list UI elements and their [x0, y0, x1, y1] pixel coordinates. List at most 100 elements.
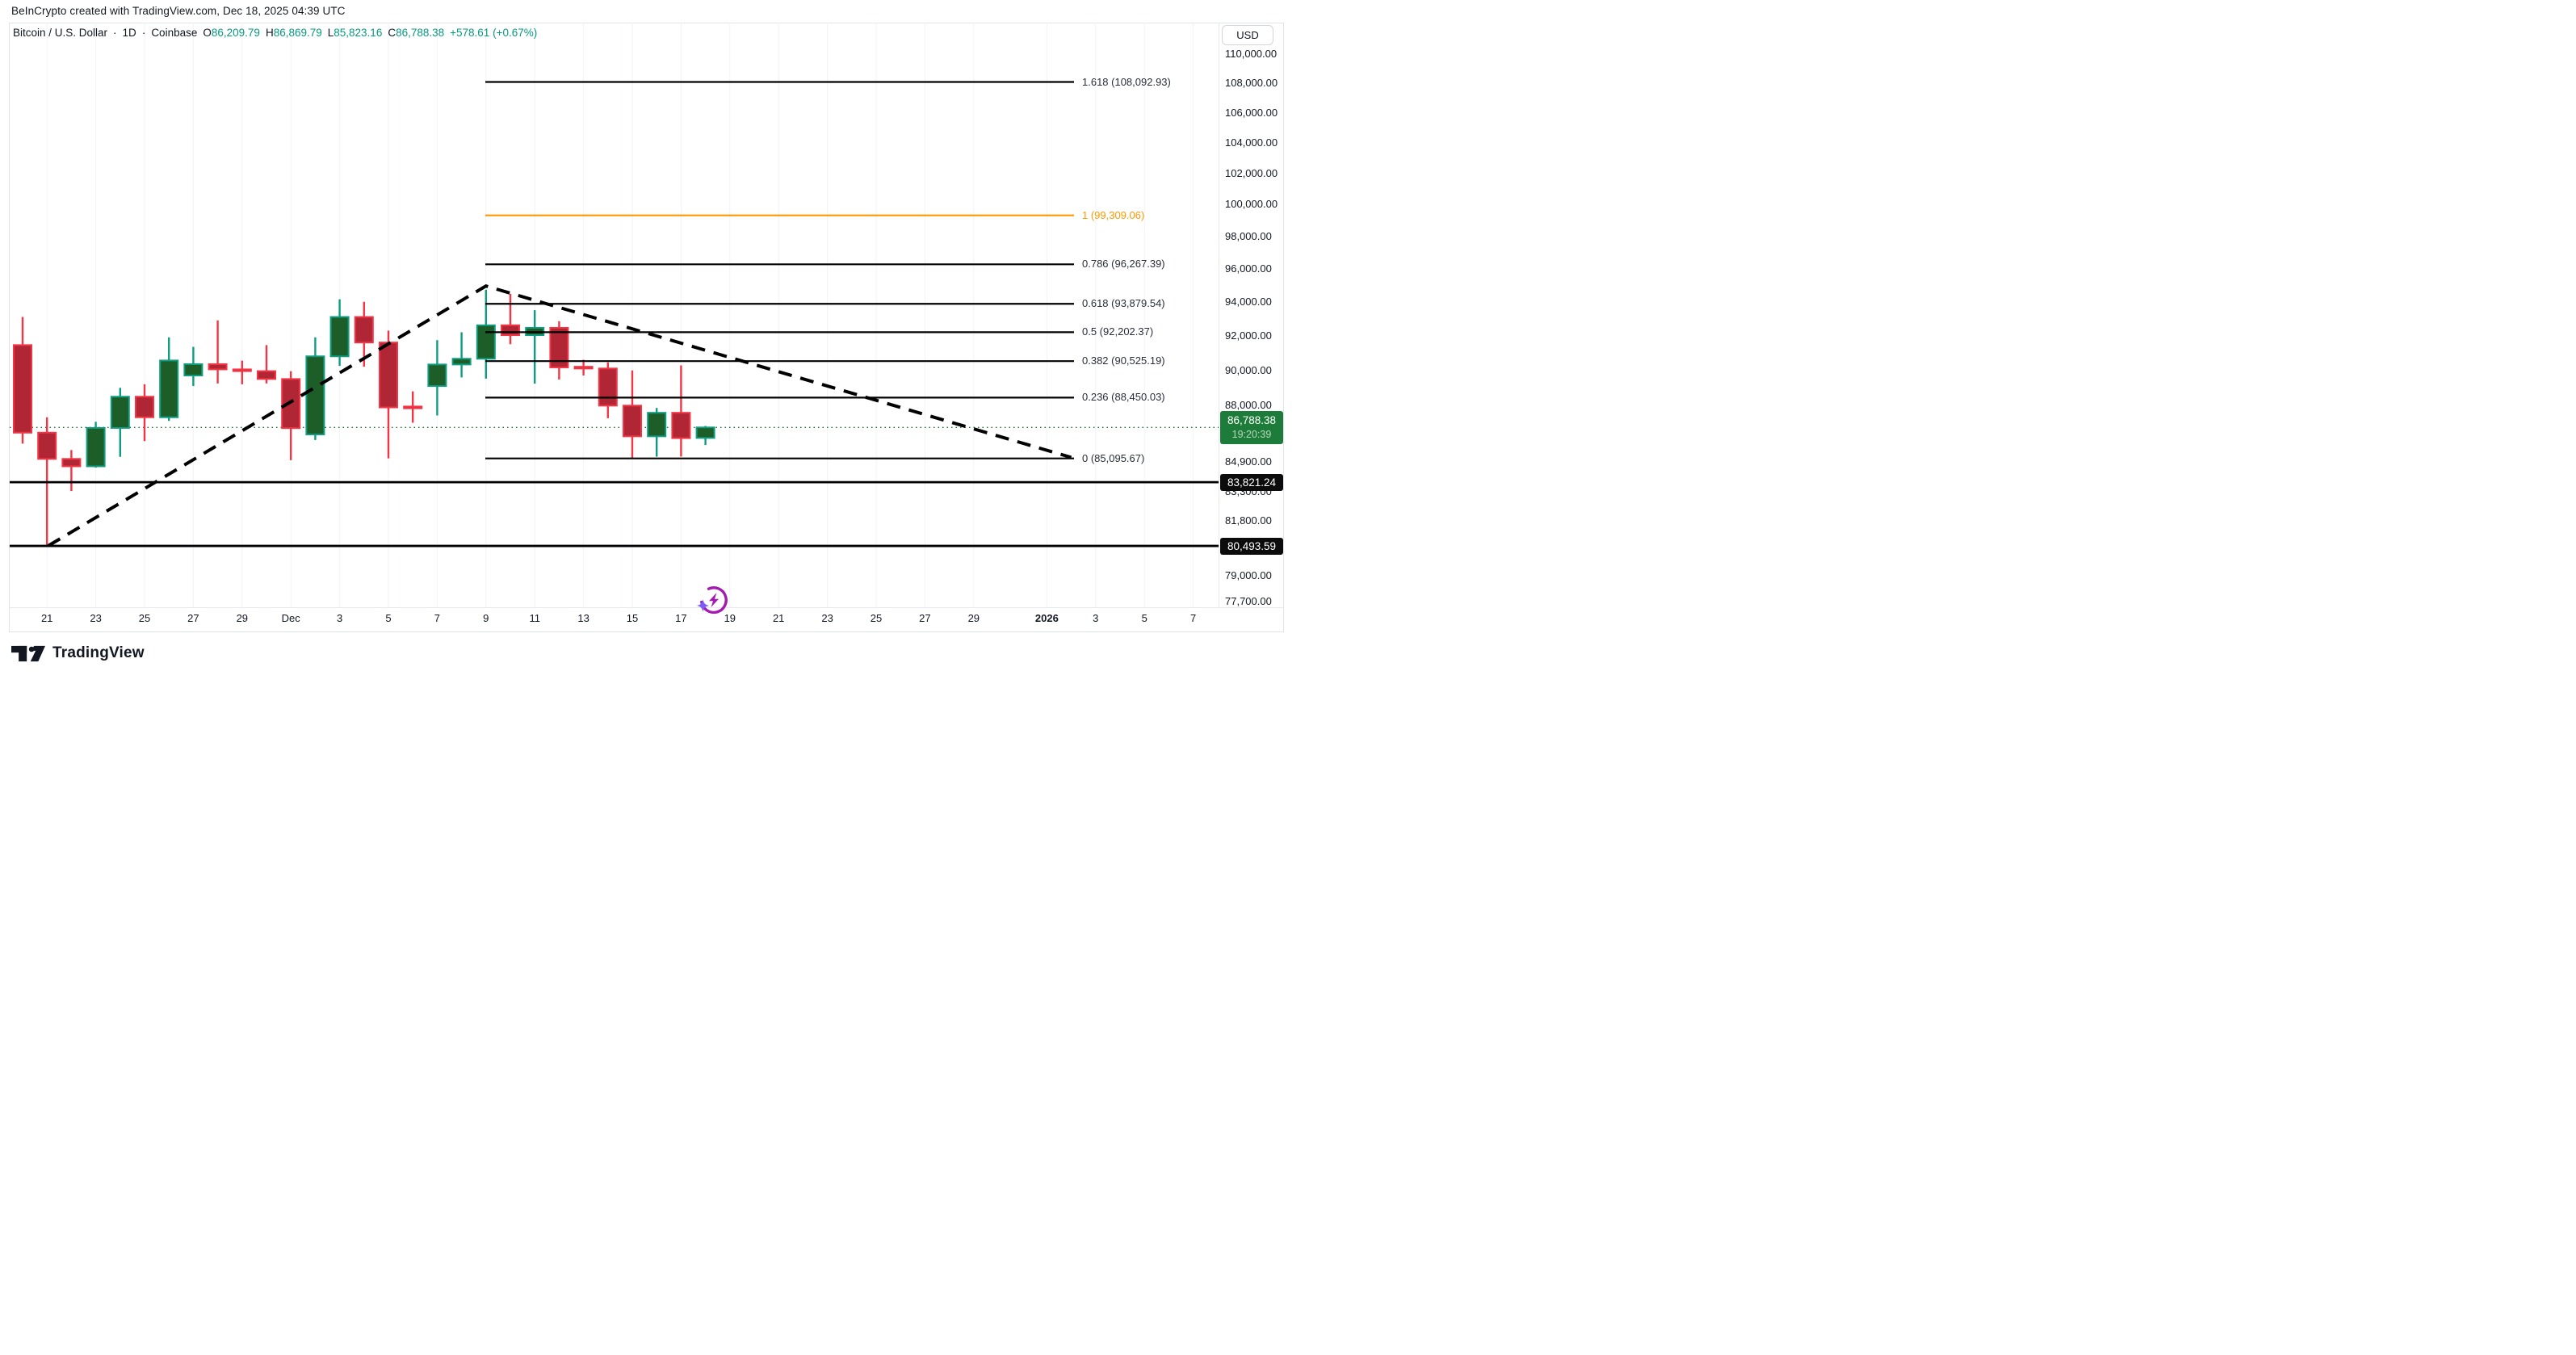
candle-body-up [647, 412, 667, 438]
tradingview-chart-page: BeInCrypto created with TradingView.com,… [0, 0, 1288, 678]
candle-body-up [476, 324, 496, 360]
price-axis-label: 104,000.00 [1225, 136, 1278, 149]
time-axis-label: Dec [281, 612, 300, 624]
candle-body-down [379, 342, 398, 409]
time-axis-label: 27 [919, 612, 931, 624]
candle-body-down [232, 368, 252, 372]
time-axis-label: 9 [483, 612, 489, 624]
symbol-name[interactable]: Bitcoin / U.S. Dollar [13, 27, 108, 39]
watermark-lightning-icon [697, 586, 728, 615]
close-readout: C 86,788.38 [388, 27, 445, 39]
attribution-text: BeInCrypto created with TradingView.com,… [11, 5, 346, 17]
time-axis-label: 2026 [1034, 612, 1059, 624]
candle-body-down [13, 344, 32, 434]
time-axis-label: 7 [434, 612, 440, 624]
time-axis-label: 11 [529, 612, 540, 624]
candle-body-down [208, 363, 228, 371]
exchange-label: Coinbase [151, 27, 198, 39]
separator-dot: · [113, 27, 117, 39]
fib-level-label: 1.618 (108,092.93) [1082, 75, 1171, 88]
time-axis-label: 29 [236, 612, 249, 624]
fib-level-label: 0.382 (90,525.19) [1082, 354, 1165, 367]
high-readout: H 86,869.79 [265, 27, 322, 39]
change-readout: +578.61 (+0.67%) [450, 27, 538, 39]
time-axis-label: 3 [1093, 612, 1099, 624]
tradingview-logo-text: TradingView [52, 644, 145, 661]
separator-dot: · [141, 27, 146, 39]
price-axis-label: 108,000.00 [1225, 77, 1278, 90]
candlestick-chart-plot[interactable] [0, 0, 1288, 678]
time-axis-label: 7 [1189, 612, 1197, 624]
candle-body-down [573, 366, 594, 370]
candle-body-up [329, 316, 350, 358]
timeframe-label[interactable]: 1D [122, 27, 136, 39]
candle-body-down [257, 370, 276, 380]
current-price-value: 86,788.38 [1227, 413, 1277, 426]
time-axis-label: 25 [870, 612, 883, 624]
time-axis-label: 3 [336, 612, 343, 624]
candle-body-down [671, 412, 691, 439]
support-price-badge: 83,821.24 [1220, 473, 1283, 491]
low-readout: L 85,823.16 [327, 27, 383, 39]
candle-body-up [695, 426, 715, 439]
price-axis-label: 77,700.00 [1225, 594, 1272, 607]
candle-body-down [623, 405, 642, 438]
price-axis-label: 96,000.00 [1225, 262, 1272, 275]
price-axis-label: 110,000.00 [1225, 48, 1278, 61]
time-axis-separator [9, 607, 1284, 608]
time-axis-label: 17 [675, 612, 687, 624]
tradingview-logo-icon [11, 645, 45, 661]
price-axis-label: 90,000.00 [1225, 363, 1272, 376]
candle-body-up [183, 363, 203, 377]
open-readout: O 86,209.79 [203, 27, 260, 39]
candle-body-down [37, 431, 57, 460]
price-axis-label: 94,000.00 [1225, 295, 1272, 308]
watermark-icon-part [700, 586, 728, 615]
fib-level-label: 0.786 (96,267.39) [1082, 258, 1165, 271]
time-axis-label: 5 [1141, 612, 1147, 624]
current-price-badge: 86,788.38 19:20:39 [1220, 410, 1283, 444]
candle-body-down [403, 405, 423, 409]
price-axis-label: 81,800.00 [1225, 514, 1272, 526]
watermark-icon-part [709, 593, 719, 607]
fib-level-label: 0.236 (88,450.03) [1082, 391, 1165, 404]
currency-toggle-button[interactable]: USD [1222, 25, 1273, 45]
bar-countdown-timer: 19:20:39 [1231, 428, 1272, 440]
price-axis-label: 102,000.00 [1225, 166, 1278, 179]
price-axis-label: 106,000.00 [1225, 106, 1278, 119]
time-axis-label: 23 [90, 612, 102, 624]
time-axis-label: 15 [626, 612, 639, 624]
candle-body-up [110, 396, 130, 429]
candle-body-down [549, 326, 569, 369]
time-axis-label: 5 [385, 612, 392, 624]
time-axis-label: 23 [821, 612, 833, 624]
fib-level-label: 1 (99,309.06) [1082, 208, 1145, 221]
support-price-badge: 80,493.59 [1220, 537, 1283, 555]
price-axis-label: 88,000.00 [1225, 399, 1272, 412]
candle-body-up [86, 426, 106, 468]
chart-card [9, 23, 1284, 632]
time-axis-label: 21 [40, 612, 53, 624]
watermark-icon-part [697, 599, 709, 612]
fib-level-label: 0.618 (93,879.54) [1082, 297, 1165, 310]
candle-body-up [427, 363, 447, 388]
time-axis-label: 29 [967, 612, 980, 624]
candle-body-down [354, 316, 374, 344]
candle-body-down [61, 458, 82, 468]
candle-body-down [501, 324, 520, 337]
fib-level-label: 0.5 (92,202.37) [1082, 325, 1154, 338]
price-axis-label: 84,900.00 [1225, 455, 1272, 468]
price-axis-label: 100,000.00 [1225, 198, 1278, 211]
footer-logo[interactable]: TradingView [11, 637, 145, 669]
candle-body-up [451, 358, 472, 366]
candle-body-up [305, 355, 325, 436]
candle-body-up [159, 359, 179, 418]
dashed-trendline [47, 284, 1072, 547]
price-axis-label: 79,000.00 [1225, 568, 1272, 581]
fib-level-label: 0 (85,095.67) [1082, 451, 1145, 464]
time-axis-label: 13 [577, 612, 589, 624]
time-axis-label: 19 [724, 612, 736, 624]
price-axis-label: 98,000.00 [1225, 229, 1272, 242]
time-axis-label: 21 [772, 612, 785, 624]
